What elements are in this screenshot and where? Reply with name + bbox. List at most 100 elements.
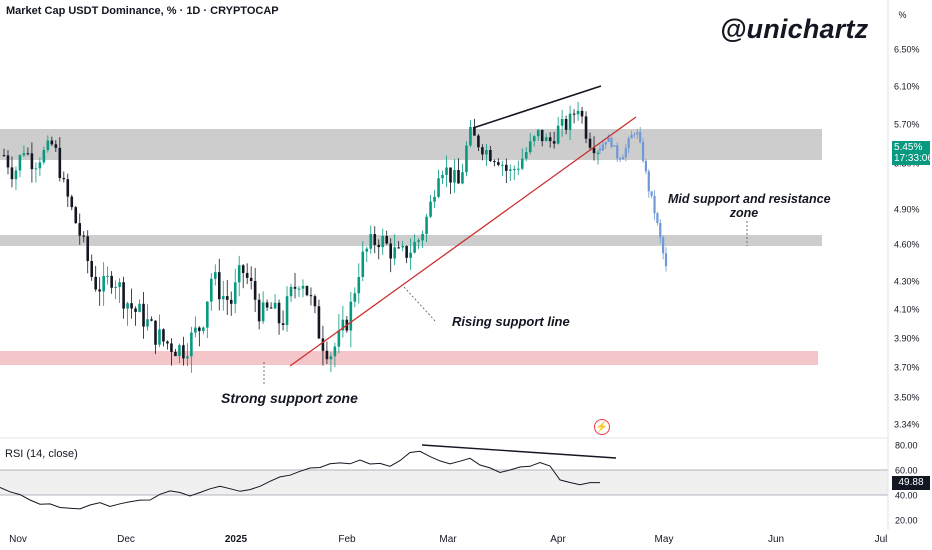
candle-down	[373, 234, 377, 245]
candle-up	[221, 296, 225, 300]
candle-down	[293, 286, 297, 289]
candle-up	[381, 236, 385, 248]
candle-down	[385, 236, 389, 244]
time-tick-label: Feb	[338, 534, 356, 545]
projection-candle	[633, 134, 636, 136]
rsi-band	[0, 470, 888, 495]
candle-down	[86, 236, 90, 261]
candle-down	[497, 162, 500, 165]
candle-up	[425, 216, 428, 234]
candle-down	[321, 338, 325, 351]
price-tick-label: 4.30%	[894, 277, 920, 287]
candle-up	[596, 152, 600, 154]
price-tick-label: 4.60%	[894, 240, 920, 250]
candle-up	[369, 234, 373, 249]
price-unit-label[interactable]: %	[898, 10, 907, 20]
candle-up	[102, 275, 105, 292]
mid-zone-annotation-line1: Mid support and resistance	[668, 192, 831, 206]
candle-up	[516, 168, 520, 170]
candle-down	[397, 247, 400, 249]
time-tick-label: 2025	[225, 534, 248, 545]
time-tick-label: Nov	[9, 534, 27, 545]
candle-down	[78, 223, 82, 236]
candle-down	[142, 303, 145, 327]
candle-down	[473, 126, 476, 136]
price-tick-label: 6.50%	[894, 45, 920, 55]
candle-down	[90, 260, 94, 277]
current-price-value: 5.45%	[894, 142, 923, 153]
candle-up	[461, 172, 464, 184]
candle-up	[524, 152, 528, 159]
candle-down	[477, 135, 480, 148]
candle-up	[22, 153, 26, 156]
candle-down	[58, 147, 62, 179]
time-tick-label: May	[655, 534, 674, 545]
rsi-tick-label: 80.00	[895, 441, 918, 451]
price-tick-label: 4.90%	[894, 205, 920, 215]
candle-down	[564, 118, 568, 130]
candle-down	[6, 155, 10, 168]
candle-up	[520, 158, 524, 169]
rsi-divergence-line	[421, 444, 617, 459]
candle-up	[469, 126, 472, 146]
candle-down	[217, 272, 221, 300]
candle-up	[544, 137, 548, 142]
candle-down	[122, 282, 125, 309]
projection-candle	[650, 191, 653, 196]
candle-up	[417, 240, 420, 242]
candle-up	[301, 285, 305, 289]
candles-group	[2, 101, 600, 373]
candle-up	[576, 110, 580, 115]
candle-down	[540, 129, 544, 142]
time-axis: Nov Dec 2025 Feb Mar Apr May Jun Jul	[9, 534, 887, 545]
candle-up	[413, 241, 416, 253]
candle-up	[365, 248, 369, 252]
candle-down	[317, 306, 321, 339]
projection-candle	[607, 137, 610, 142]
projection-candle	[598, 148, 602, 151]
projection-candle	[647, 171, 650, 192]
candle-down	[110, 275, 113, 288]
projection-candle	[610, 137, 613, 147]
rsi-indicator-label[interactable]: RSI (14, close)	[5, 448, 78, 460]
time-tick-label: Mar	[439, 534, 457, 545]
candle-up	[289, 286, 293, 297]
time-tick-label: Jun	[768, 534, 784, 545]
candle-up	[106, 275, 109, 277]
price-tick-label: 5.70%	[894, 120, 920, 130]
price-tick-label: 4.10%	[894, 305, 920, 315]
candle-up	[433, 196, 436, 202]
candle-down	[134, 308, 137, 312]
candle-up	[512, 168, 516, 170]
projection-candle	[659, 223, 662, 238]
candle-up	[353, 293, 357, 302]
candle-up	[532, 136, 536, 142]
candle-up	[485, 149, 488, 155]
projection-candle	[621, 157, 625, 160]
projection-candle	[616, 145, 619, 159]
lightning-icon[interactable]: ⚡	[594, 419, 610, 435]
candle-up	[441, 174, 444, 179]
candle-up	[556, 125, 560, 144]
candle-up	[146, 319, 149, 327]
price-tick-label: 3.70%	[894, 363, 920, 373]
candle-down	[552, 141, 556, 144]
strong-zone-annotation: Strong support zone	[221, 390, 358, 406]
candle-down	[229, 299, 233, 304]
candle-up	[18, 155, 22, 171]
projection-candle	[613, 145, 616, 147]
candle-down	[325, 350, 329, 360]
candle-down	[457, 170, 460, 184]
candle-down	[241, 265, 245, 273]
price-tick-label: 3.34%	[894, 420, 920, 430]
projection-candle	[664, 253, 668, 267]
candle-down	[130, 303, 133, 309]
strong-support-zone	[0, 351, 818, 365]
candle-down	[377, 244, 381, 248]
candle-down	[489, 149, 492, 162]
candle-up	[421, 233, 424, 241]
candle-up	[237, 265, 241, 283]
candle-down	[257, 299, 261, 322]
candle-up	[38, 162, 42, 169]
